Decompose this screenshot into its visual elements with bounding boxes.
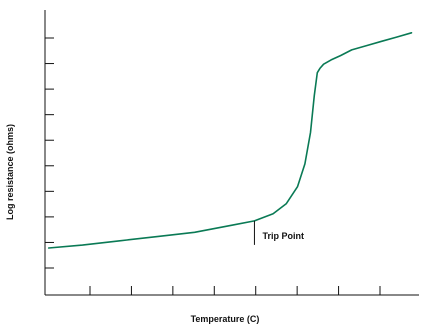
y-ticks — [45, 37, 54, 269]
series-line — [47, 31, 413, 249]
x-ticks — [89, 286, 381, 295]
x-axis-label: Temperature (C) — [191, 314, 260, 324]
trip-point-label: Trip Point — [262, 231, 304, 241]
axes — [44, 10, 419, 296]
y-axis-label: Log resistance (ohms) — [5, 124, 15, 220]
